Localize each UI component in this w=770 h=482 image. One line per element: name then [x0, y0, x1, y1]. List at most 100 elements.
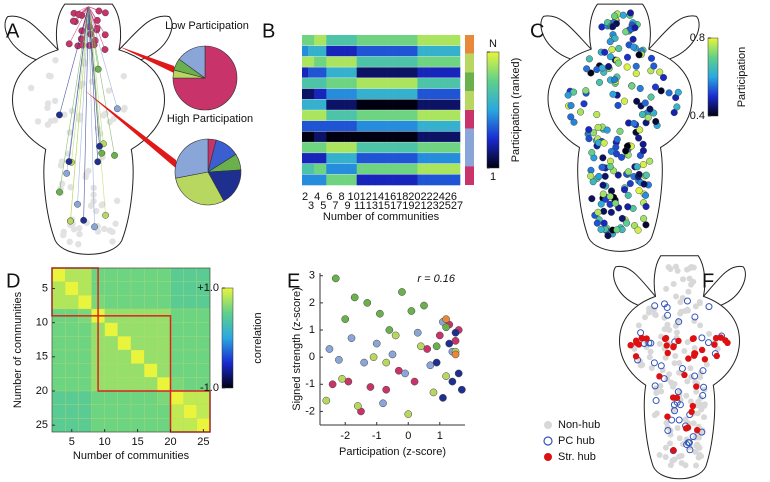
neuron-node	[622, 147, 630, 155]
heat-cell	[308, 120, 315, 132]
neuron-node	[595, 172, 603, 180]
neuron-node	[101, 46, 109, 53]
x-tick-label: 12	[360, 191, 372, 203]
heat-cell	[423, 99, 430, 111]
heat-cell	[183, 295, 197, 310]
neuron-dot	[666, 371, 673, 378]
heat-cell	[411, 152, 418, 164]
heat-cell	[368, 99, 376, 111]
scatter-point	[410, 377, 419, 386]
heat-cell	[399, 67, 406, 79]
heat-cell	[387, 88, 394, 100]
heat-cell	[157, 404, 171, 419]
heat-cell	[308, 142, 315, 154]
heat-cell	[117, 281, 132, 296]
heat-cell	[393, 110, 400, 122]
heat-cell	[196, 363, 211, 378]
neuron-dot	[653, 389, 660, 396]
str-hub	[690, 335, 697, 342]
str-hub	[701, 356, 709, 363]
neuron-dot	[684, 378, 691, 385]
heat-cell	[356, 77, 364, 89]
heat-cell	[423, 67, 430, 79]
heat-cell	[157, 295, 171, 310]
neuron-node	[642, 191, 650, 199]
heat-cell	[344, 88, 351, 100]
module-strip	[465, 91, 474, 110]
str-hub	[712, 334, 720, 342]
pc-hub	[657, 362, 665, 370]
neuron-dot	[647, 348, 654, 355]
x-tick-label: 25	[197, 436, 209, 448]
heat-cell	[405, 131, 412, 143]
neuron-node	[615, 44, 623, 52]
heat-cell	[130, 267, 145, 282]
module-strip	[465, 128, 474, 148]
x-tick-label: 2	[302, 191, 308, 203]
neuron-dot	[92, 207, 100, 215]
heat-cell	[381, 77, 388, 89]
scatter-point	[432, 358, 441, 367]
neuron-dot	[703, 361, 710, 368]
neuron-dot	[676, 453, 683, 460]
y-tick-label: 25	[36, 419, 48, 431]
heat-cell	[374, 163, 382, 175]
heat-cell	[393, 35, 400, 47]
heat-cell	[338, 152, 345, 164]
neuron-dot	[687, 365, 694, 372]
scatter-point	[335, 356, 343, 364]
connection	[88, 6, 115, 156]
neuron-node	[570, 118, 578, 126]
heat-cell	[326, 120, 333, 132]
neuron-node	[639, 161, 647, 169]
neuron-node	[624, 53, 632, 61]
heat-cell	[362, 77, 370, 89]
heat-cell	[144, 349, 158, 364]
heat-cell	[314, 120, 321, 132]
heat-cell	[435, 77, 443, 89]
heat-cell	[338, 174, 345, 186]
str-hub	[643, 335, 650, 342]
heat-cell	[387, 56, 394, 68]
neuron-node	[111, 151, 118, 159]
neuron-node	[597, 225, 605, 233]
heat-cell	[447, 77, 455, 89]
heat-cell	[308, 110, 315, 122]
neuron-node	[599, 154, 607, 162]
heat-cell	[405, 77, 412, 89]
neuron-dot	[672, 352, 679, 359]
heat-cell	[399, 152, 406, 164]
neuron-node	[593, 111, 601, 119]
neuron-dot	[688, 263, 695, 270]
neuron-node	[626, 180, 634, 188]
heat-cell	[78, 267, 92, 282]
x-tick-label: 8	[338, 191, 344, 203]
heat-cell	[302, 110, 309, 122]
heat-cell	[387, 152, 394, 164]
heat-cell	[308, 35, 315, 47]
heat-cell	[326, 142, 333, 154]
scatter-point	[341, 315, 350, 323]
x-tick-label: 26	[445, 191, 457, 203]
neuron-dot	[663, 285, 670, 292]
neuron-dot	[674, 425, 681, 432]
heat-cell	[423, 35, 430, 47]
heat-cell	[405, 152, 412, 164]
heat-cell	[320, 142, 327, 154]
scatter-point	[442, 323, 450, 332]
heat-cell	[157, 390, 171, 405]
heat-cell	[344, 67, 351, 79]
heat-cell	[435, 152, 443, 164]
heat-cell	[429, 163, 436, 175]
heat-cell	[387, 174, 394, 186]
heat-cell	[411, 67, 418, 79]
heat-cell	[417, 142, 424, 154]
neuron-dot	[701, 401, 708, 408]
neuron-node	[582, 87, 590, 95]
heat-cell	[344, 142, 351, 154]
connection	[59, 6, 89, 193]
heat-cell	[429, 35, 436, 47]
heat-cell	[314, 131, 321, 143]
heat-cell	[65, 336, 79, 351]
neuron-dot	[76, 230, 83, 238]
